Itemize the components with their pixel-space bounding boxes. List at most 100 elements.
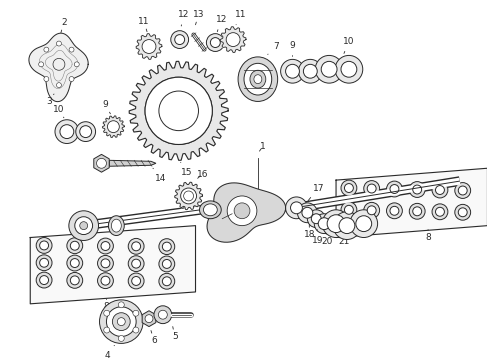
Circle shape bbox=[67, 273, 83, 288]
Circle shape bbox=[315, 55, 343, 83]
Circle shape bbox=[350, 210, 378, 238]
Ellipse shape bbox=[108, 216, 124, 235]
Circle shape bbox=[162, 277, 171, 286]
Circle shape bbox=[56, 83, 61, 87]
Circle shape bbox=[69, 211, 98, 240]
Circle shape bbox=[367, 184, 376, 193]
Circle shape bbox=[162, 260, 171, 269]
Circle shape bbox=[112, 313, 130, 330]
Ellipse shape bbox=[254, 75, 262, 84]
Circle shape bbox=[321, 61, 337, 77]
Circle shape bbox=[154, 306, 172, 324]
Circle shape bbox=[409, 203, 425, 219]
Text: 8: 8 bbox=[425, 230, 431, 242]
Text: 2: 2 bbox=[61, 18, 67, 33]
Polygon shape bbox=[220, 27, 246, 53]
Text: 6: 6 bbox=[151, 330, 157, 345]
Circle shape bbox=[132, 276, 141, 285]
Circle shape bbox=[210, 37, 221, 48]
Circle shape bbox=[80, 126, 92, 138]
Polygon shape bbox=[142, 311, 156, 327]
Circle shape bbox=[98, 256, 113, 271]
Ellipse shape bbox=[244, 63, 272, 95]
Text: 9: 9 bbox=[102, 100, 110, 114]
Circle shape bbox=[74, 62, 79, 67]
Circle shape bbox=[128, 273, 144, 289]
Ellipse shape bbox=[111, 219, 122, 232]
Circle shape bbox=[356, 216, 372, 231]
Circle shape bbox=[69, 77, 74, 81]
Text: 11: 11 bbox=[138, 17, 150, 32]
Circle shape bbox=[458, 186, 467, 195]
Circle shape bbox=[303, 64, 317, 78]
Circle shape bbox=[307, 210, 325, 228]
Circle shape bbox=[314, 214, 334, 234]
Text: 13: 13 bbox=[193, 10, 204, 25]
Text: 9: 9 bbox=[290, 41, 295, 57]
Circle shape bbox=[286, 64, 299, 78]
Text: 12: 12 bbox=[178, 10, 189, 26]
Circle shape bbox=[291, 202, 302, 214]
Circle shape bbox=[106, 307, 136, 337]
Circle shape bbox=[118, 302, 124, 308]
Circle shape bbox=[335, 55, 363, 83]
Circle shape bbox=[387, 181, 402, 197]
Circle shape bbox=[339, 218, 355, 234]
Text: 21: 21 bbox=[338, 231, 350, 246]
Text: 15: 15 bbox=[181, 162, 193, 177]
Circle shape bbox=[158, 310, 167, 319]
Polygon shape bbox=[94, 154, 109, 172]
Circle shape bbox=[286, 197, 307, 219]
Text: 1: 1 bbox=[260, 142, 266, 151]
Circle shape bbox=[145, 77, 212, 144]
Circle shape bbox=[36, 238, 52, 253]
Polygon shape bbox=[207, 183, 286, 242]
Circle shape bbox=[318, 218, 330, 230]
Text: 14: 14 bbox=[153, 168, 167, 183]
Circle shape bbox=[75, 217, 93, 235]
Circle shape bbox=[344, 205, 353, 214]
Circle shape bbox=[145, 77, 212, 144]
Circle shape bbox=[436, 185, 444, 194]
Circle shape bbox=[390, 206, 399, 215]
Polygon shape bbox=[102, 116, 124, 138]
Circle shape bbox=[44, 47, 49, 52]
Circle shape bbox=[432, 182, 448, 198]
Circle shape bbox=[409, 181, 425, 197]
Circle shape bbox=[311, 214, 321, 224]
Text: 5: 5 bbox=[172, 327, 177, 341]
Text: 12: 12 bbox=[216, 15, 227, 32]
Circle shape bbox=[171, 31, 189, 49]
Circle shape bbox=[142, 40, 156, 53]
Circle shape bbox=[133, 327, 139, 333]
Polygon shape bbox=[109, 160, 156, 166]
Text: 11: 11 bbox=[235, 10, 247, 25]
Circle shape bbox=[132, 259, 141, 268]
Circle shape bbox=[44, 77, 49, 81]
Circle shape bbox=[159, 91, 198, 131]
Circle shape bbox=[181, 188, 196, 204]
Circle shape bbox=[71, 241, 79, 250]
Text: 16: 16 bbox=[196, 170, 208, 179]
Text: 19: 19 bbox=[312, 230, 323, 245]
Circle shape bbox=[297, 203, 317, 223]
Circle shape bbox=[364, 181, 380, 197]
Text: 20: 20 bbox=[321, 234, 333, 246]
Circle shape bbox=[40, 258, 49, 267]
Circle shape bbox=[226, 33, 240, 46]
Circle shape bbox=[432, 204, 448, 220]
Circle shape bbox=[145, 315, 153, 323]
Text: 10: 10 bbox=[343, 37, 355, 53]
Circle shape bbox=[55, 120, 79, 144]
Circle shape bbox=[234, 203, 250, 219]
Circle shape bbox=[40, 241, 49, 250]
Circle shape bbox=[80, 222, 88, 230]
Circle shape bbox=[67, 238, 83, 254]
Ellipse shape bbox=[238, 57, 278, 102]
Circle shape bbox=[71, 258, 79, 267]
Circle shape bbox=[458, 208, 467, 217]
Circle shape bbox=[101, 276, 110, 285]
Circle shape bbox=[98, 238, 113, 254]
Circle shape bbox=[99, 300, 143, 343]
Text: 4: 4 bbox=[105, 345, 114, 360]
